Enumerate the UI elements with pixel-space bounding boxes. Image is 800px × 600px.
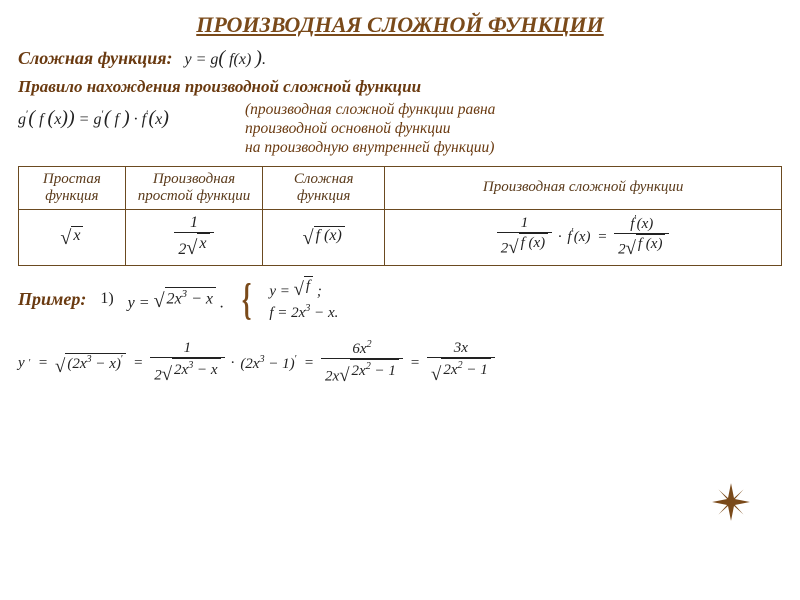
rule-desc-line: на производную внутренней функции) — [245, 139, 495, 158]
complex-function-row: Сложная функция: y = g( f(x) ). — [18, 44, 782, 73]
rule-row: g′( f (x)) = g′( f ) · f′(x) (производна… — [18, 101, 782, 158]
left-brace-icon: { — [242, 280, 252, 320]
cell-complex-fn: √f (x) — [263, 209, 385, 265]
rule-description: (производная сложной функции равна произ… — [243, 101, 495, 158]
comparison-table: Простая функция Производная простой функ… — [18, 166, 782, 266]
example-row: Пример: 1) y = √2x3 − x . { y = √f ; f =… — [18, 276, 782, 324]
cell-simple-fn: √x — [19, 209, 126, 265]
complex-function-formula: y = g( f(x) ). — [185, 47, 266, 70]
example-label: Пример: — [18, 289, 86, 310]
table-header: Производная простой функции — [125, 166, 262, 209]
rule-heading: Правило нахождения производной сложной ф… — [18, 77, 782, 97]
rule-formula: g′( f (x)) = g′( f ) · f′(x) — [18, 101, 233, 130]
example-given: y = √2x3 − x . — [128, 287, 224, 312]
page-title: ПРОИЗВОДНАЯ СЛОЖНОЙ ФУНКЦИИ — [18, 12, 782, 38]
complex-function-label: Сложная функция: — [18, 48, 173, 69]
table-header: Производная сложной функции — [385, 166, 782, 209]
example-number: 1) — [100, 290, 113, 308]
star-icon — [710, 481, 752, 528]
example-decomposition: y = √f ; f = 2x3 − x. — [269, 276, 338, 324]
rule-desc-line: производной основной функции — [245, 120, 495, 139]
example-solution: y′ = √(2x3 − x)′ = 1 2√2x3 − x · (2x3 − … — [18, 339, 782, 387]
cell-complex-deriv: 1 2√f (x) · f′(x) = f′(x) 2√f (x) — [385, 209, 782, 265]
table-header: Простая функция — [19, 166, 126, 209]
cell-simple-deriv: 1 2√x — [125, 209, 262, 265]
table-header-row: Простая функция Производная простой функ… — [19, 166, 782, 209]
rule-desc-line: (производная сложной функции равна — [245, 101, 495, 120]
table-header: Сложная функция — [263, 166, 385, 209]
table-row: √x 1 2√x √f (x) 1 2√f (x) · f′(x) — [19, 209, 782, 265]
